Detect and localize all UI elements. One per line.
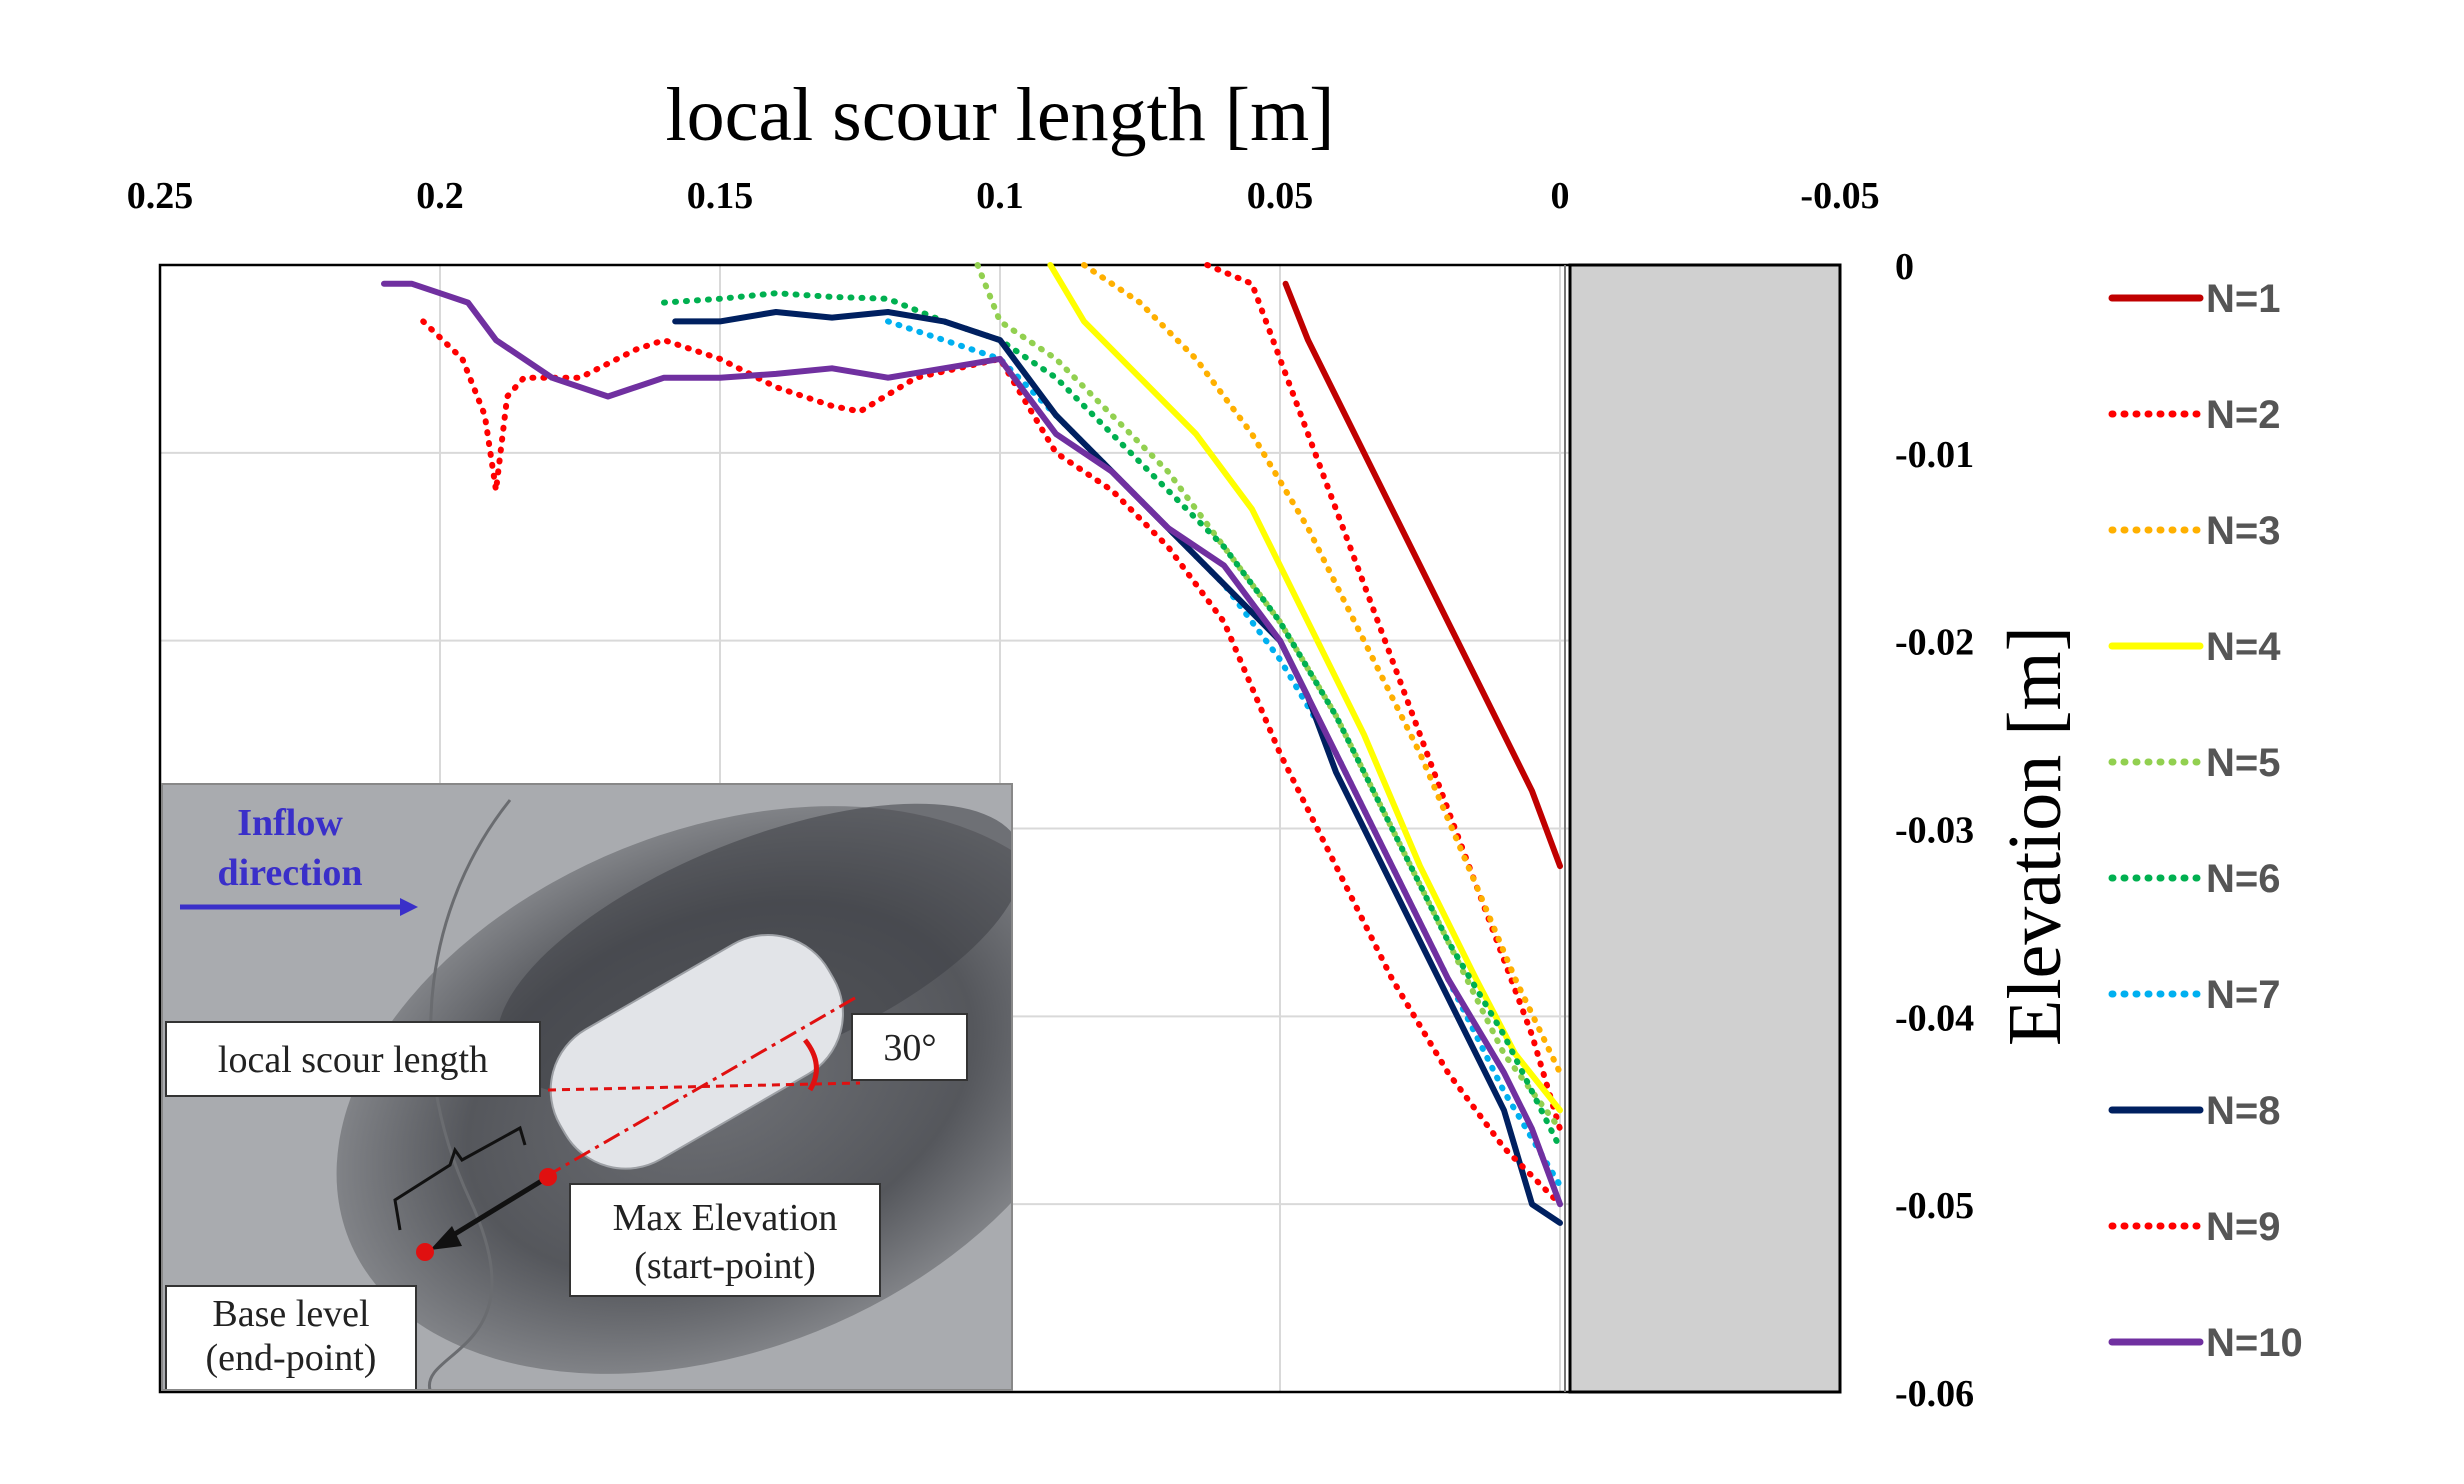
y-tick-label: -0.01	[1895, 434, 1974, 476]
legend-label: N=2	[2206, 393, 2281, 437]
data-series	[381, 262, 1563, 1226]
horizontal-reference-line	[547, 1081, 861, 1092]
scour-length-arrow	[443, 1174, 550, 1243]
inflow-label-line2: direction	[218, 852, 363, 894]
series-line-n4	[1047, 262, 1563, 1114]
series-line-n10	[381, 280, 1563, 1208]
y-tick-label: -0.05	[1895, 1185, 1974, 1227]
legend-label: N=9	[2206, 1205, 2281, 1249]
inset-photo: Inflow direction local scour length 30° …	[161, 783, 1013, 1391]
arrow-head	[430, 1226, 462, 1250]
wall-block	[1568, 263, 1842, 1394]
y-axis-title: Elevation [m]	[1993, 626, 2077, 1046]
series-line-n3	[1081, 262, 1563, 1076]
angle-arc	[803, 1038, 819, 1092]
inflow-label-line1: Inflow	[237, 802, 343, 844]
legend: N=1 N=2 N=3 N=4 N=5 N=6 N=7 N=8 N=9 N=10	[2108, 277, 2303, 1365]
x-tick-label: -0.05	[1800, 175, 1879, 217]
x-axis-title: local scour length [m]	[665, 73, 1334, 157]
angle-box	[851, 1013, 968, 1081]
y-tick-label: -0.02	[1895, 622, 1974, 664]
base-level-box	[165, 1285, 417, 1390]
x-tick-label: 0.15	[687, 175, 754, 217]
end-point-marker	[416, 1243, 434, 1261]
inset-border	[161, 783, 1013, 1391]
x-tick-label: 0.1	[976, 175, 1024, 217]
max-elevation-line2: (start-point)	[634, 1245, 816, 1287]
angle-label: 30°	[883, 1027, 936, 1069]
local-scour-length-box	[165, 1021, 541, 1097]
x-tick-labels: 0.25 0.2 0.15 0.1 0.05 0 -0.05	[127, 175, 1880, 217]
legend-label: N=7	[2206, 973, 2281, 1017]
legend-label: N=3	[2206, 509, 2281, 553]
y-tick-label: -0.04	[1895, 997, 1974, 1039]
series-line-n5	[974, 262, 1563, 1132]
legend-label: N=10	[2206, 1321, 2303, 1365]
legend-label: N=5	[2206, 741, 2281, 785]
max-elevation-line1: Max Elevation	[613, 1197, 838, 1239]
series-line-n6	[661, 290, 1563, 1151]
length-bracket	[393, 1125, 527, 1231]
max-elevation-box	[569, 1183, 881, 1297]
local-scour-length-label: local scour length	[218, 1039, 488, 1081]
legend-label: N=4	[2206, 625, 2281, 669]
y-tick-label: -0.03	[1895, 810, 1974, 852]
y-tick-labels: 0 -0.01 -0.02 -0.03 -0.04 -0.05 -0.06	[1895, 246, 1974, 1415]
legend-label: N=6	[2206, 857, 2281, 901]
series-line-n1	[1282, 280, 1563, 870]
x-tick-label: 0	[1551, 175, 1570, 217]
legend-label: N=1	[2206, 277, 2281, 321]
legend-label: N=8	[2206, 1089, 2281, 1133]
crack-line	[427, 799, 512, 1390]
base-level-line1: Base level	[212, 1293, 369, 1335]
base-level-line2: (end-point)	[206, 1337, 377, 1379]
cylinder-pier	[549, 934, 844, 1170]
series-line-n2	[1204, 262, 1563, 1132]
inflow-arrow-head	[400, 898, 418, 916]
y-tick-label: -0.06	[1895, 1373, 1974, 1415]
y-tick-label: 0	[1895, 246, 1914, 288]
series-line-n9	[420, 318, 1563, 1208]
x-tick-label: 0.05	[1247, 175, 1314, 217]
x-tick-label: 0.25	[127, 175, 194, 217]
start-point-marker	[539, 1168, 557, 1186]
x-tick-label: 0.2	[416, 175, 464, 217]
